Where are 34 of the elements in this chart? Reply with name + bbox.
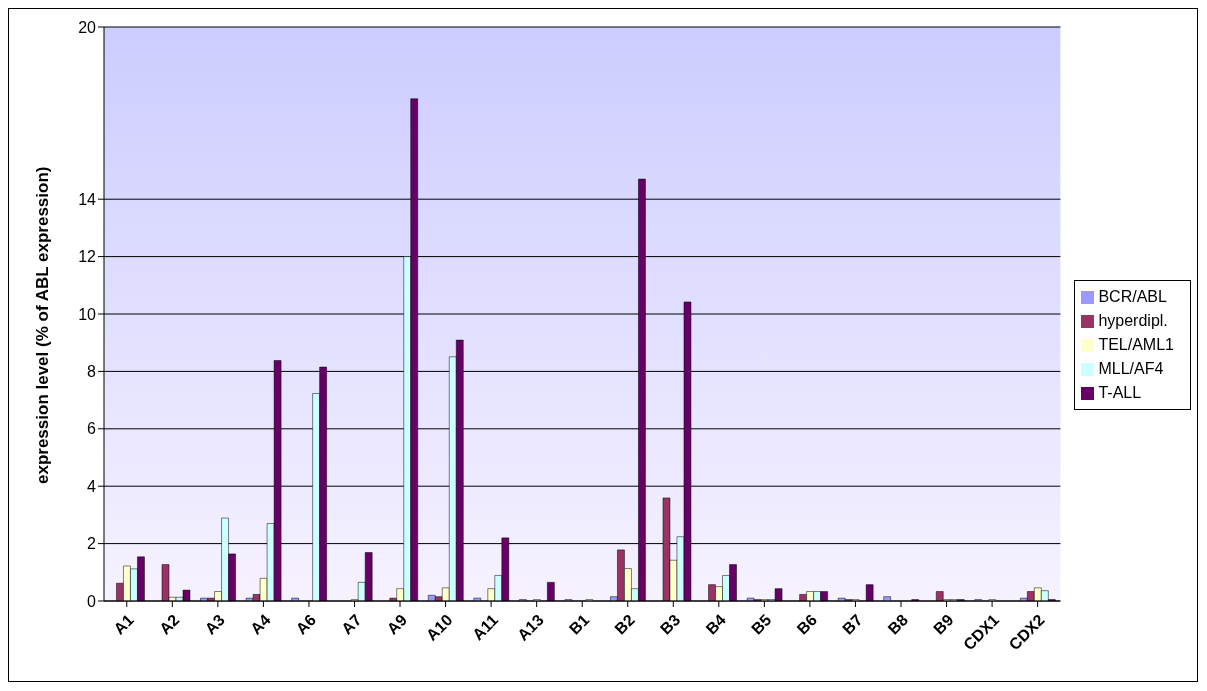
y-tick-label: 2: [87, 535, 97, 553]
y-axis-title: expression level (% of ABL expression): [33, 166, 53, 484]
x-tick-label: A1: [110, 611, 137, 638]
legend-label: TEL/AML1: [1098, 336, 1174, 353]
x-tick-label: A6: [292, 611, 320, 638]
x-tick-label: A13: [514, 611, 547, 644]
x-tick-label: B4: [702, 611, 730, 638]
legend-label: T-ALL: [1098, 384, 1142, 401]
x-tick-label: B2: [611, 611, 638, 638]
y-tick-label: 6: [87, 420, 97, 438]
x-tick-label: B3: [656, 611, 684, 638]
x-tick-label: B7: [839, 611, 866, 638]
x-tick-label: A7: [338, 611, 365, 638]
y-tick-label: 10: [78, 305, 97, 323]
x-tick-label: A2: [155, 611, 183, 638]
x-tick-label: B9: [930, 611, 957, 638]
y-tick-label: 8: [87, 363, 97, 381]
x-tick-label: B5: [748, 611, 775, 638]
legend-label: BCR/ABL: [1098, 288, 1167, 305]
y-tick-label: 14: [78, 190, 97, 208]
x-tick-label: A3: [201, 611, 229, 638]
x-tick-label: A4: [247, 611, 274, 638]
x-tick-label: A10: [422, 611, 456, 644]
y-tick-label: 0: [87, 592, 97, 610]
x-tick-label: A9: [383, 611, 411, 638]
y-tick-label: 12: [78, 248, 97, 266]
y-tick-label: 20: [78, 18, 97, 36]
x-tick-label: A11: [469, 611, 502, 644]
legend-label: MLL/AF4: [1098, 360, 1164, 377]
legend-label: hyperdipl.: [1098, 312, 1168, 329]
y-tick-label: 4: [87, 477, 97, 495]
x-tick-label: B8: [884, 611, 912, 638]
x-tick-label: B1: [565, 611, 593, 638]
x-tick-label: B6: [793, 611, 821, 638]
